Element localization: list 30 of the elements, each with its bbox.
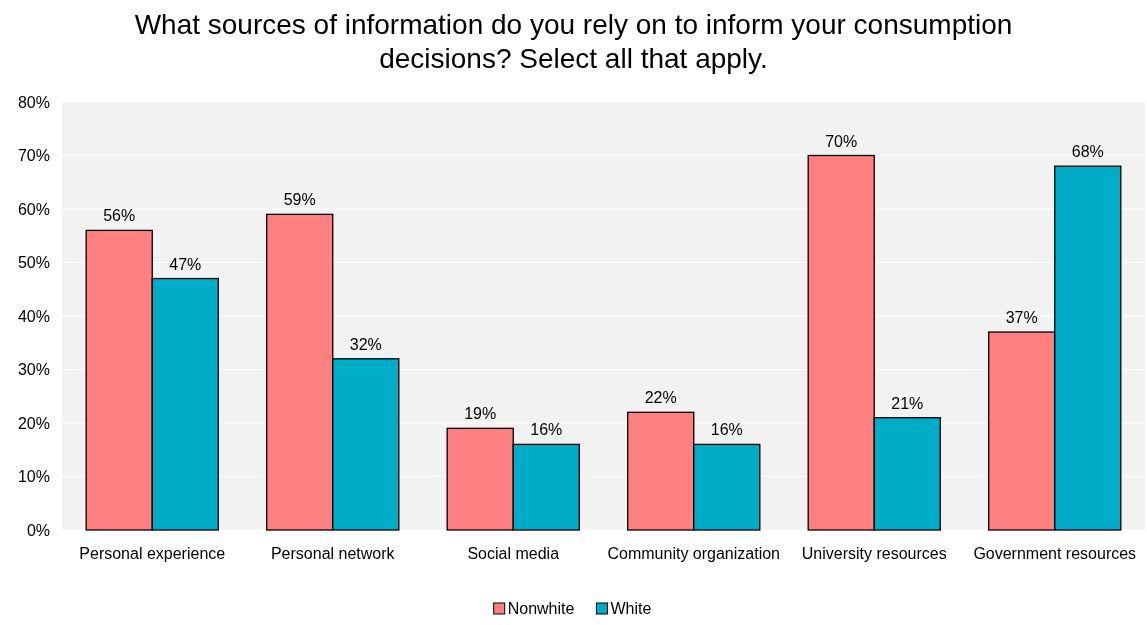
- data-label: 56%: [103, 207, 136, 225]
- data-label: 47%: [169, 255, 202, 273]
- x-tick-label: Government resources: [973, 545, 1137, 562]
- data-label: 59%: [283, 191, 316, 209]
- chart-title: What sources of information do you rely on to inform your consumption decisions? Select all that apply.: [134, 9, 1013, 74]
- data-label: 22%: [644, 389, 677, 407]
- y-tick-label: 70%: [17, 147, 50, 165]
- y-tick-label: 40%: [17, 307, 50, 325]
- data-label: 37%: [1005, 309, 1038, 327]
- data-label: 16%: [530, 421, 563, 439]
- legend-label: Nonwhite: [507, 600, 575, 617]
- data-label: 19%: [464, 405, 497, 423]
- y-tick-label: 30%: [17, 361, 50, 379]
- data-label: 68%: [1071, 143, 1104, 161]
- y-tick-label: 50%: [17, 254, 50, 272]
- data-label: 21%: [891, 394, 924, 412]
- x-tick-label: Community organization: [607, 545, 781, 562]
- data-label: 32%: [349, 335, 382, 353]
- legend-label: White: [610, 600, 652, 617]
- y-tick-label: 20%: [17, 414, 50, 432]
- data-label: 70%: [825, 132, 858, 150]
- y-tick-label: 60%: [17, 200, 50, 218]
- y-tick-label: 80%: [17, 93, 50, 111]
- y-tick-label: 0%: [26, 521, 50, 539]
- x-tick-label: Personal network: [270, 545, 396, 562]
- x-tick-label: Personal experience: [79, 545, 226, 562]
- data-label: 16%: [710, 421, 743, 439]
- x-tick-label: University resources: [801, 545, 947, 562]
- x-tick-label: Social media: [467, 545, 560, 562]
- y-tick-label: 10%: [17, 468, 50, 486]
